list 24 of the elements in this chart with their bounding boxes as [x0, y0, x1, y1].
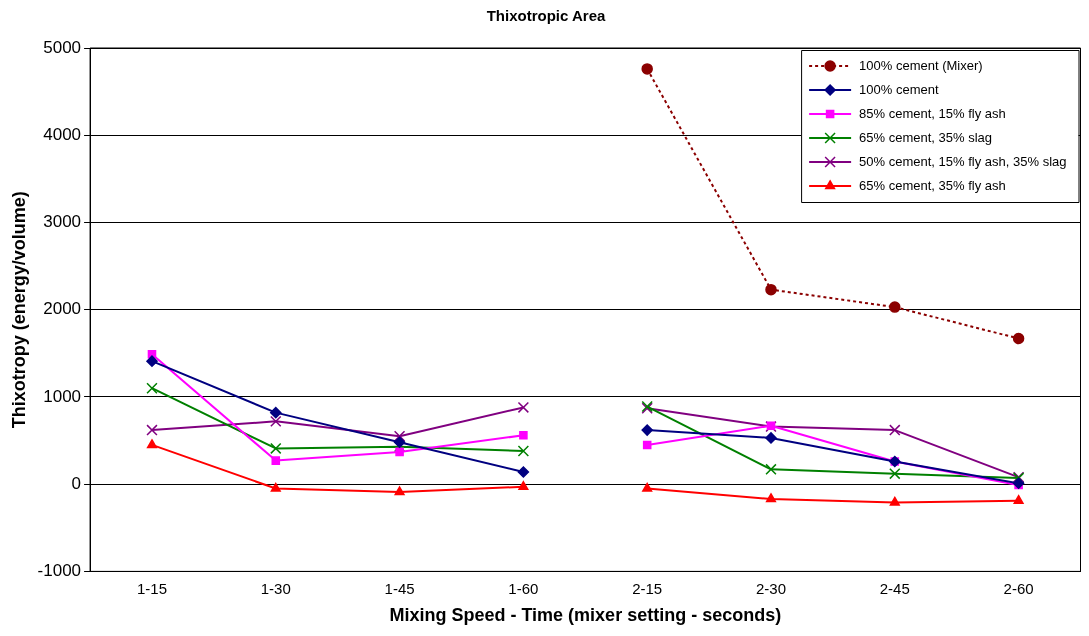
legend-label: 65% cement, 35% slag: [859, 129, 993, 145]
legend-label: 85% cement, 15% fly ash: [859, 105, 1006, 121]
x-tick-label: 2-60: [1003, 579, 1034, 597]
x-axis-title: Mixing Speed - Time (mixer setting - seconds): [389, 605, 782, 626]
y-tick-label: 3000: [43, 212, 82, 232]
y-tick-label: 4000: [43, 124, 82, 144]
y-tick-label: -1000: [37, 561, 82, 581]
y-tick-label: 1000: [43, 386, 82, 406]
y-tick-label: 5000: [43, 37, 82, 57]
y-tick-label: 2000: [43, 299, 82, 319]
x-tick-label: 1-60: [508, 579, 539, 597]
y-axis-title: Thixotropy (energy/volume): [8, 191, 29, 429]
chart-title: Thixotropic Area: [486, 7, 606, 25]
x-tick-label: 1-45: [384, 579, 415, 597]
x-tick-label: 1-15: [136, 579, 167, 597]
legend-label: 65% cement, 35% fly ash: [859, 177, 1006, 193]
legend-label: 50% cement, 15% fly ash, 35% slag: [859, 153, 1067, 169]
y-tick-label: 0: [71, 473, 82, 493]
x-tick-label: 2-45: [879, 579, 910, 597]
x-tick-label: 2-30: [755, 579, 787, 597]
x-tick-label: 2-15: [632, 579, 663, 597]
x-tick-label: 1-30: [260, 579, 291, 597]
legend-label: 100% cement (Mixer): [859, 57, 983, 73]
legend-label: 100% cement: [859, 81, 939, 97]
